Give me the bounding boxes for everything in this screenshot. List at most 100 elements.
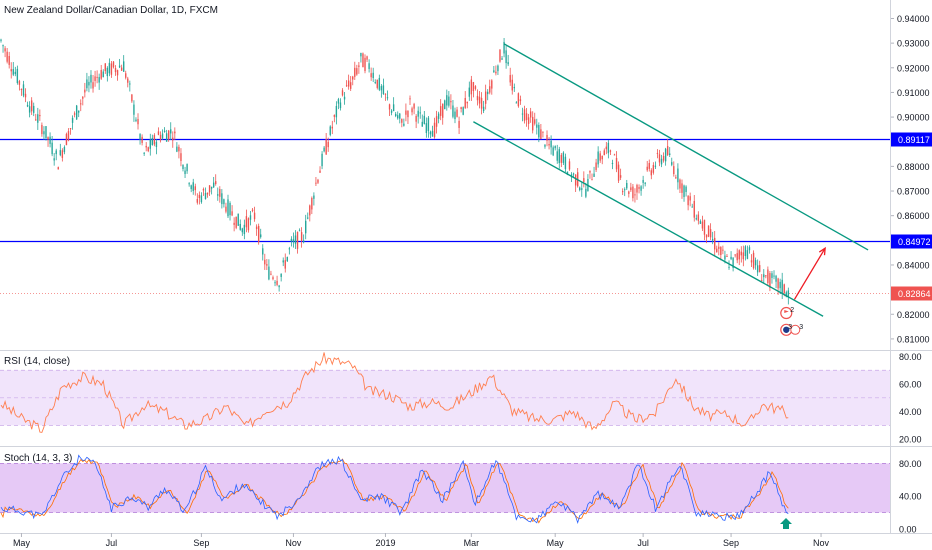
candle-body bbox=[716, 248, 718, 253]
candle-body bbox=[707, 225, 710, 237]
candle-body bbox=[178, 146, 180, 152]
candle-body bbox=[589, 170, 591, 173]
candle-body bbox=[284, 260, 286, 269]
candle-body bbox=[245, 216, 248, 228]
candle-body bbox=[628, 191, 630, 194]
candle-body bbox=[282, 260, 284, 263]
rsi-tick-label: 60.00 bbox=[899, 380, 922, 390]
candle-body bbox=[67, 131, 70, 141]
time-tick-label: May bbox=[547, 538, 565, 548]
candle-body bbox=[758, 265, 761, 272]
candle-body bbox=[433, 122, 436, 138]
candle-body bbox=[435, 116, 438, 127]
price-pane[interactable]: 0.940000.930000.920000.910000.900000.890… bbox=[0, 0, 932, 350]
candle-body bbox=[237, 213, 239, 226]
price-tick-label: 0.93000 bbox=[897, 39, 930, 49]
candle-body bbox=[18, 81, 21, 85]
candle-body bbox=[736, 253, 738, 261]
trend-channel[interactable] bbox=[473, 43, 869, 317]
candle-body bbox=[619, 175, 622, 178]
candle-body bbox=[335, 105, 338, 118]
candle-body bbox=[206, 192, 209, 195]
candle-body bbox=[595, 162, 597, 170]
price-tick-label: 0.88000 bbox=[897, 162, 930, 172]
candle-body bbox=[311, 197, 313, 210]
candle-body bbox=[439, 106, 442, 116]
candle-body bbox=[247, 218, 250, 231]
price-tick-label: 0.84000 bbox=[897, 260, 930, 270]
stoch-tick-label: 40.00 bbox=[899, 492, 922, 502]
candle-body bbox=[601, 155, 603, 160]
candle-body bbox=[654, 165, 657, 167]
candle-body bbox=[155, 141, 158, 148]
event-badges[interactable]: 2 3 3 bbox=[780, 306, 804, 336]
candle-body bbox=[450, 101, 452, 103]
candle-body bbox=[517, 93, 520, 107]
candle-body bbox=[779, 281, 781, 289]
candle-body bbox=[626, 182, 628, 189]
candle-body bbox=[579, 187, 581, 191]
candle-body bbox=[362, 53, 364, 68]
candle-body bbox=[546, 134, 548, 141]
candle-body bbox=[452, 105, 454, 117]
candle-body bbox=[215, 181, 217, 185]
candle-body bbox=[505, 50, 507, 64]
candle-body bbox=[513, 87, 515, 89]
support-resistance-lines[interactable] bbox=[0, 138, 890, 294]
candle-body bbox=[104, 63, 106, 72]
candle-body bbox=[599, 153, 601, 161]
candle-body bbox=[431, 130, 434, 137]
time-axis: May Jul Sep Nov 2019 Mar May Jul Sep Nov bbox=[13, 533, 830, 548]
candle-body bbox=[131, 94, 133, 102]
candle-body bbox=[163, 130, 166, 133]
candle-body bbox=[88, 81, 90, 86]
candle-body bbox=[562, 152, 565, 163]
candle-body bbox=[153, 135, 156, 145]
price-tick-label: 0.91000 bbox=[897, 88, 930, 98]
candle-body bbox=[71, 117, 74, 123]
candle-body bbox=[478, 96, 481, 104]
candle-body bbox=[538, 124, 540, 138]
candle-body bbox=[675, 177, 677, 179]
candle-body bbox=[204, 193, 207, 200]
candle-body bbox=[617, 164, 620, 181]
candle-body bbox=[116, 70, 119, 76]
candle-body bbox=[556, 151, 558, 161]
channel-line[interactable] bbox=[503, 43, 869, 251]
arrow-up-icon bbox=[780, 518, 792, 529]
stoch-pane[interactable]: 0.00 40.00 80.00 Stoch (14, 3, 3) bbox=[0, 453, 922, 534]
candle-body bbox=[501, 58, 503, 60]
channel-line[interactable] bbox=[473, 121, 824, 317]
candle-body bbox=[14, 71, 17, 75]
candle-body bbox=[61, 150, 64, 158]
price-line-labels: 0.89117 0.84972 0.82864 bbox=[891, 132, 932, 301]
candle-body bbox=[360, 52, 362, 57]
rsi-pane[interactable]: 20.00 40.00 60.00 80.00 RSI (14, close) bbox=[0, 352, 922, 445]
candle-body bbox=[82, 96, 84, 99]
candle-body bbox=[231, 211, 233, 216]
candle-body bbox=[495, 71, 497, 74]
candle-body bbox=[607, 142, 610, 154]
time-tick-label: Sep bbox=[723, 538, 739, 548]
candle-body bbox=[364, 57, 366, 72]
badge-count: 3 bbox=[788, 324, 792, 331]
calendar-event-icon[interactable] bbox=[780, 306, 793, 320]
candle-body bbox=[425, 123, 428, 134]
candle-body bbox=[235, 216, 237, 228]
candle-body bbox=[180, 153, 182, 162]
candle-body bbox=[399, 113, 401, 119]
candle-body bbox=[96, 76, 98, 78]
candle-body bbox=[86, 79, 88, 89]
candle-body bbox=[257, 225, 260, 243]
stoch-title: Stoch (14, 3, 3) bbox=[4, 453, 72, 464]
candle-body bbox=[167, 130, 170, 140]
candle-body bbox=[319, 170, 321, 173]
candle-body bbox=[718, 246, 720, 249]
candle-body bbox=[69, 128, 72, 130]
candle-body bbox=[403, 123, 405, 126]
candle-body bbox=[114, 68, 117, 73]
candle-body bbox=[742, 252, 745, 260]
candle-body bbox=[446, 95, 448, 106]
candle-body bbox=[172, 137, 174, 141]
candle-body bbox=[417, 110, 419, 117]
